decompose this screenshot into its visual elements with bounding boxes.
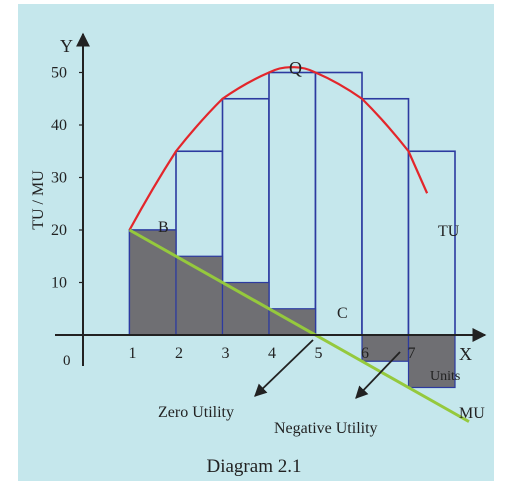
zero-utility-arrow [254,339,314,397]
diagram-caption: Diagram 2.1 [207,456,302,477]
y-axis-letter: Y [60,36,73,56]
zero-utility-annotation: Zero Utility [158,404,234,421]
y-tick-label: 20 [51,222,67,239]
y-tick-label: 30 [51,170,67,187]
mu-bar [128,229,177,336]
mu-line [128,228,470,423]
x-tick-label: 4 [268,345,276,362]
y-tick-label: 10 [51,275,67,292]
y-tick-labels: 10 20 30 40 50 [51,65,67,292]
x-axis-letter: X [459,344,472,364]
x-axis-label: Units [430,369,460,384]
tu-bar [407,150,456,336]
y-tick-label: 40 [51,117,67,134]
x-tick-label: 6 [361,345,369,362]
mu-series-label: MU [459,405,485,422]
x-tick-label: 3 [222,345,230,362]
tu-curve [128,66,429,231]
x-tick-labels: 1 2 3 4 5 6 7 [129,345,416,362]
mu-bar [407,334,456,389]
point-label-q: Q [289,58,302,78]
y-tick-marks [79,71,83,284]
x-tick-label: 2 [175,345,183,362]
tu-bar [268,71,317,336]
x-tick-label: 1 [129,345,137,362]
y-axis-label: TU / MU [30,170,47,230]
negative-utility-arrow [355,351,401,399]
tu-bar [361,97,410,336]
tu-series-label: TU [438,223,460,240]
negative-utility-annotation: Negative Utility [274,420,378,437]
x-tick-label: 7 [408,345,416,362]
point-label-b: B [158,219,169,236]
y-tick-label: 50 [51,65,67,82]
mu-bar [361,334,410,362]
tu-bar [314,71,363,336]
x-tick-label: 5 [315,345,323,362]
point-label-c: C [337,305,348,322]
origin-label: 0 [63,353,71,369]
mu-bar [221,281,270,336]
